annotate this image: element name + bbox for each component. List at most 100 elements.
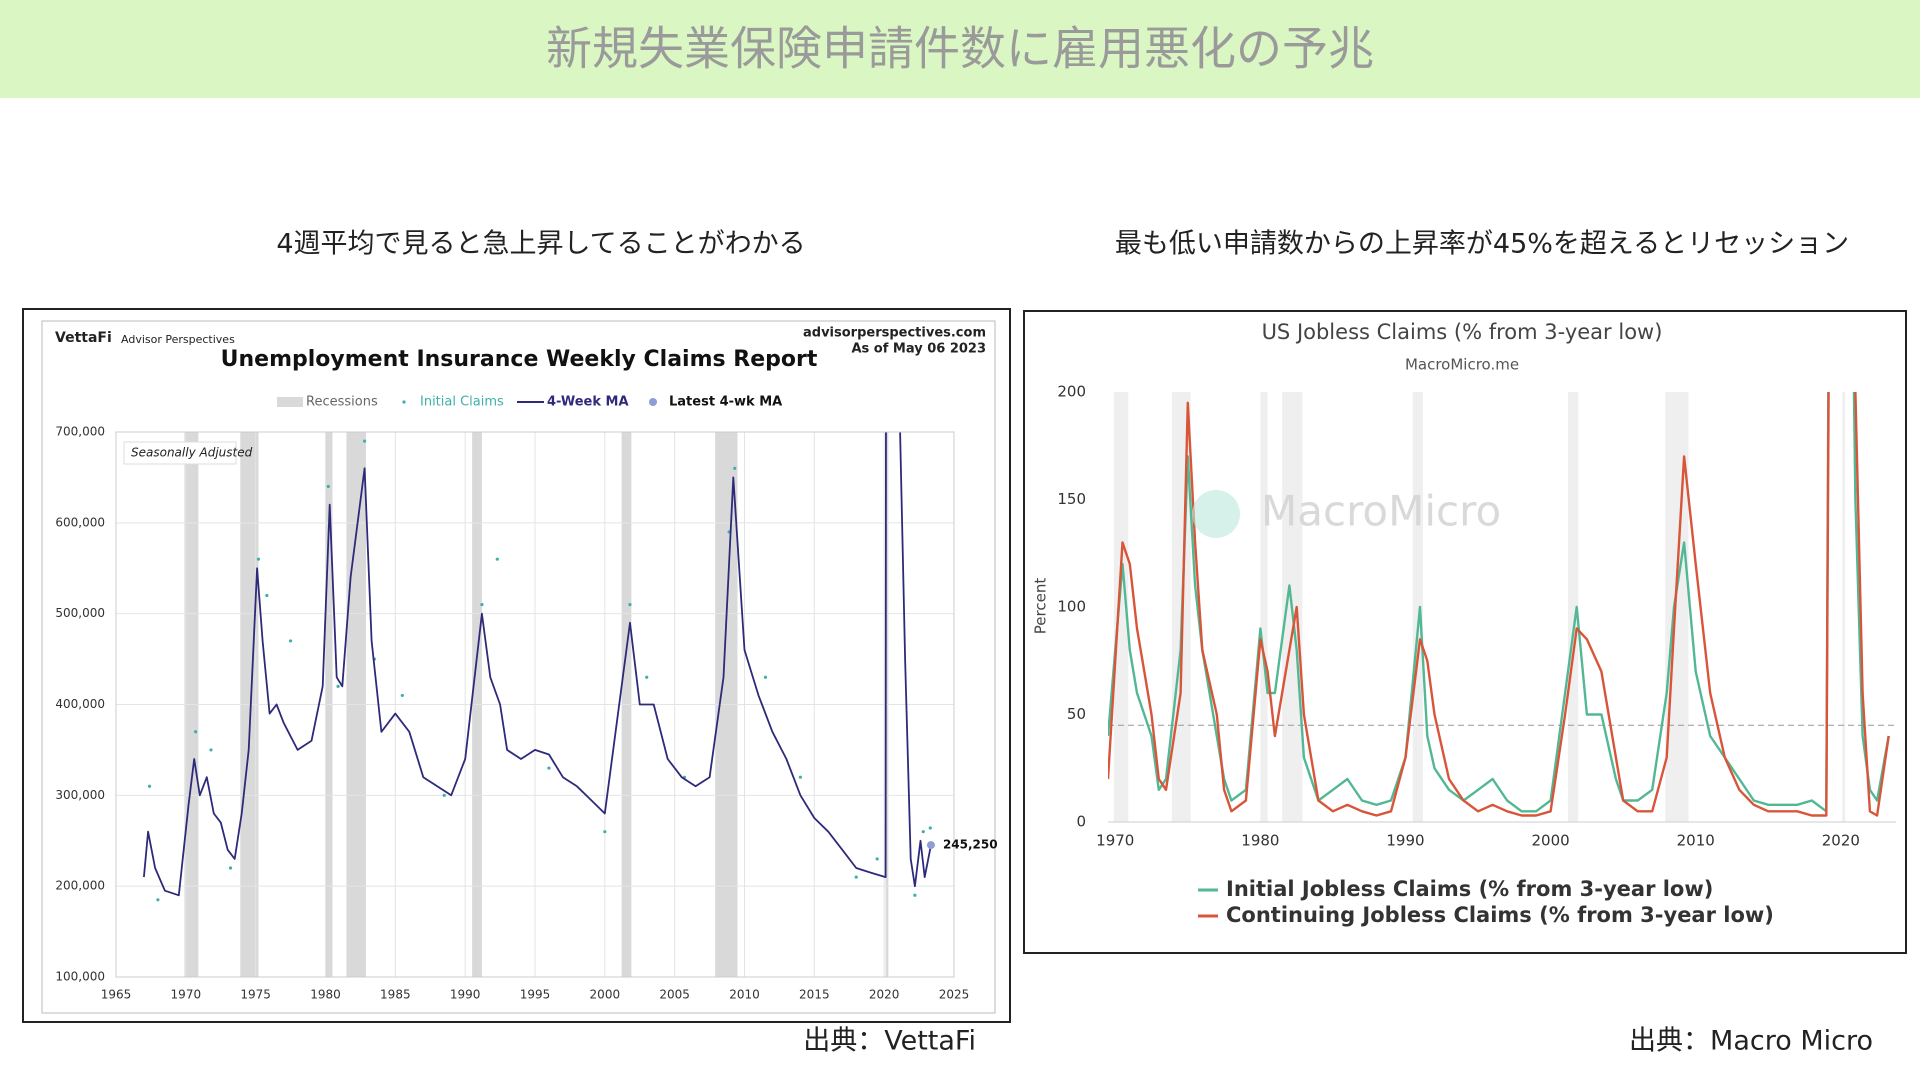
data-dot: [854, 875, 858, 879]
legend-label: Initial Jobless Claims (% from 3-year lo…: [1226, 877, 1713, 901]
plot: 100,000 200,000 300,000 400,000 500,000 600,0…: [55, 395, 998, 1002]
y-axis-label: Percent: [1032, 578, 1050, 635]
caption: 4週平均で見ると急上昇してることがわかる: [276, 229, 805, 260]
x-tick-label: 2000: [590, 988, 621, 1002]
chart-subtitle: MacroMicro.me: [1405, 356, 1519, 374]
y-tick-label: 150: [1057, 490, 1086, 508]
data-dot: [480, 602, 484, 607]
x-tick-label: 1965: [101, 988, 132, 1002]
data-dot: [547, 766, 551, 770]
data-dot: [928, 826, 932, 830]
legend-swatch: [277, 397, 303, 407]
plot-border: [115, 431, 955, 978]
y-tick-label: 100,000: [55, 970, 105, 984]
y-tick-label: 400,000: [55, 697, 105, 711]
plot-area: [116, 432, 954, 977]
series-line: [143, 432, 932, 897]
legend-swatch: [402, 400, 406, 404]
x-tick-label: 1980: [310, 988, 341, 1002]
date-note: As of May 06 2023: [851, 342, 986, 357]
x-tick-label: 2005: [659, 988, 690, 1002]
legend-label: Continuing Jobless Claims (% from 3-year…: [1226, 903, 1774, 927]
x-tick-label: 1980: [1241, 832, 1279, 850]
data-dot: [209, 748, 213, 752]
y-tick-label: 300,000: [55, 788, 105, 802]
data-dot: [733, 466, 737, 470]
x-tick-label: 2015: [799, 988, 830, 1002]
x-tick-label: 1990: [1386, 832, 1424, 850]
x-tick-label: 1985: [380, 988, 411, 1002]
chart-title: US Jobless Claims (% from 3-year low): [1262, 320, 1663, 344]
plot-area: [1108, 392, 1896, 822]
legend-swatch: [649, 398, 657, 406]
y-tick-label: 100: [1057, 598, 1086, 616]
data-dot: [147, 784, 152, 788]
data-dot: [495, 557, 499, 561]
data-dot: [256, 557, 261, 561]
data-dot: [265, 593, 269, 598]
slide-title: 新規失業保険申請件数に雇用悪化の予兆: [546, 22, 1374, 76]
y-tick-label: 200,000: [55, 879, 105, 893]
legend-label: Latest 4-wk MA: [669, 395, 782, 410]
x-tick-label: 1975: [240, 988, 271, 1002]
watermark: MacroMicro: [1261, 487, 1501, 536]
x-tick-label: 2025: [939, 988, 970, 1002]
recession-band: [1260, 392, 1268, 822]
y-tick-label: 700,000: [55, 425, 105, 439]
brand-sub: Advisor Perspectives: [121, 333, 235, 346]
legend-label: Recessions: [306, 395, 378, 410]
x-tick-label: 2020: [869, 988, 900, 1002]
chart-title: Unemployment Insurance Weekly Claims Rep…: [221, 347, 818, 372]
x-tick-label: 2010: [729, 988, 760, 1002]
data-dot: [363, 439, 367, 443]
data-dot: [645, 675, 649, 679]
recession-band: [1568, 392, 1579, 822]
data-dot: [798, 775, 802, 779]
watermark-logo: [1192, 490, 1240, 538]
data-dot: [913, 893, 917, 897]
plot: 0 50 100 150 200 1970 1980 1990 2000 2010 2020 Macr…: [1057, 383, 1896, 927]
x-tick-label: 2020: [1822, 832, 1860, 850]
data-dot: [628, 602, 632, 607]
annotation: Seasonally Adjusted: [131, 446, 253, 460]
data-dot: [336, 684, 340, 688]
data-label: 245,250: [943, 838, 998, 852]
data-dot: [442, 793, 446, 797]
x-tick-label: 1970: [171, 988, 202, 1002]
data-dot: [603, 830, 607, 834]
source: 出典：Macro Micro: [1629, 1026, 1873, 1057]
data-dot: [228, 866, 233, 870]
legend-label: 4-Week MA: [547, 395, 629, 410]
x-tick-label: 2010: [1677, 832, 1715, 850]
recession-band: [1113, 392, 1129, 822]
y-tick-label: 500,000: [55, 606, 105, 620]
header-band: [0, 0, 1920, 98]
data-dot: [875, 857, 879, 861]
x-tick-label: 2000: [1532, 832, 1570, 850]
series-line: [1108, 392, 1890, 817]
legend-label: Initial Claims: [420, 395, 504, 410]
data-dot: [400, 693, 404, 698]
annotation-box: [123, 441, 237, 465]
latest-point: [926, 841, 935, 850]
data-dot: [194, 730, 198, 734]
source: 出典：VettaFi: [803, 1026, 976, 1057]
chart-frame: [41, 320, 996, 1014]
brand: VettaFi: [55, 330, 112, 346]
y-tick-label: 50: [1067, 705, 1086, 723]
y-tick-label: 600,000: [55, 515, 105, 529]
data-dot: [326, 484, 330, 489]
x-tick-label: 1990: [450, 988, 481, 1002]
data-dot: [763, 675, 768, 679]
y-tick-label: 0: [1076, 813, 1086, 831]
data-dot: [921, 830, 925, 834]
x-tick-label: 1995: [520, 988, 551, 1002]
recession-band: [1842, 392, 1846, 822]
x-tick-label: 1970: [1096, 832, 1134, 850]
recession-band: [1412, 392, 1423, 822]
data-dot: [156, 898, 160, 902]
site: advisorperspectives.com: [803, 326, 986, 341]
data-dot: [288, 639, 293, 643]
panel-frame: [1023, 310, 1907, 954]
